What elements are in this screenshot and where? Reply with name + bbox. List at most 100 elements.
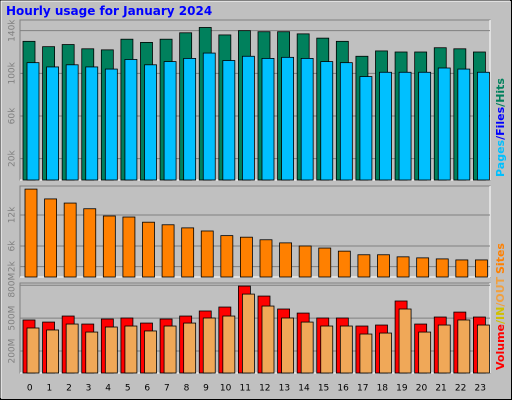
bar — [240, 236, 253, 278]
x-tick-label: 16 — [337, 384, 349, 394]
y-tick-label: 6k — [8, 240, 18, 252]
bar — [339, 62, 353, 181]
bar — [242, 55, 255, 181]
bar — [281, 56, 294, 181]
x-tick-label: 0 — [27, 384, 33, 394]
x-tick-label: 4 — [105, 384, 111, 394]
legend-entry: Pages — [494, 139, 507, 177]
bar — [65, 64, 79, 181]
bar — [457, 319, 471, 374]
bar — [477, 71, 490, 181]
bar — [220, 235, 234, 278]
bar — [104, 326, 118, 374]
x-tick-label: 18 — [377, 384, 389, 394]
y-tick-label: 60k — [8, 107, 18, 124]
bar — [337, 250, 351, 278]
bar — [261, 58, 275, 181]
y-tick-label: 500M — [8, 306, 18, 331]
legend-entry: Volume — [494, 324, 507, 370]
bar — [418, 71, 432, 181]
bar — [202, 52, 216, 181]
x-tick-label: 7 — [164, 384, 170, 394]
bar — [379, 332, 392, 374]
bar — [416, 257, 430, 278]
bar — [357, 254, 371, 278]
bar — [85, 331, 99, 374]
legend-entry: /IN — [494, 307, 507, 324]
x-tick-label: 9 — [203, 384, 209, 394]
bar — [202, 317, 216, 374]
x-tick-label: 8 — [184, 384, 190, 394]
bar — [163, 61, 177, 181]
bar — [398, 308, 412, 374]
x-tick-label: 14 — [298, 384, 310, 394]
bar — [183, 322, 197, 374]
bar — [475, 259, 488, 278]
legend-entry: Sites — [494, 243, 507, 274]
bar — [102, 215, 116, 278]
bar — [26, 62, 40, 181]
bar — [124, 325, 138, 374]
x-tick-label: 3 — [86, 384, 92, 394]
bar — [181, 227, 195, 278]
legend: Volume/IN/OUT — [494, 276, 507, 370]
y-tick-label: 140k — [8, 19, 18, 42]
bar — [222, 315, 236, 374]
bar — [242, 293, 255, 374]
bar — [300, 321, 314, 374]
x-tick-label: 15 — [318, 384, 329, 394]
y-tick-label: 2k — [8, 260, 18, 272]
bar — [437, 67, 451, 181]
bar — [320, 325, 334, 374]
bar — [339, 325, 353, 374]
bar — [259, 239, 273, 278]
bar — [26, 327, 40, 374]
bar — [379, 71, 392, 181]
x-tick-label: 6 — [144, 384, 150, 394]
x-tick-label: 20 — [416, 384, 428, 394]
bar — [398, 71, 412, 181]
bar — [418, 331, 432, 374]
bar — [63, 202, 77, 278]
x-tick-label: 17 — [357, 384, 368, 394]
bar — [318, 247, 332, 278]
x-tick-label: 2 — [66, 384, 72, 394]
y-tick-label: 100k — [8, 61, 18, 84]
x-tick-label: 19 — [396, 384, 408, 394]
x-tick-label: 23 — [474, 384, 485, 394]
bar — [359, 76, 373, 181]
bar — [298, 245, 312, 278]
bar — [144, 64, 157, 181]
bar — [320, 61, 334, 181]
bar — [279, 242, 292, 278]
bar — [24, 188, 38, 278]
bar — [65, 323, 79, 374]
bar — [359, 333, 373, 374]
bar — [281, 317, 294, 374]
y-tick-label: 800M — [8, 273, 18, 298]
bar — [222, 60, 236, 181]
bar — [85, 66, 99, 181]
bar — [83, 208, 97, 278]
x-tick-label: 12 — [259, 384, 270, 394]
bar — [477, 324, 490, 374]
bar — [435, 258, 449, 278]
bar — [437, 324, 451, 374]
x-tick-label: 22 — [455, 384, 466, 394]
legend: Pages/Files/Hits — [494, 78, 507, 177]
bar — [457, 68, 471, 181]
y-tick-label: 20k — [8, 150, 18, 167]
bar — [200, 230, 214, 278]
bar — [377, 254, 390, 278]
legend-entry: /Files — [494, 106, 507, 140]
x-tick-label: 1 — [47, 384, 53, 394]
x-tick-label: 13 — [279, 384, 290, 394]
bar — [142, 221, 155, 278]
bar — [46, 329, 59, 374]
x-tick-label: 5 — [125, 384, 131, 394]
x-tick-label: 10 — [220, 384, 232, 394]
bar — [122, 216, 136, 278]
y-tick-label: 12k — [8, 206, 18, 223]
